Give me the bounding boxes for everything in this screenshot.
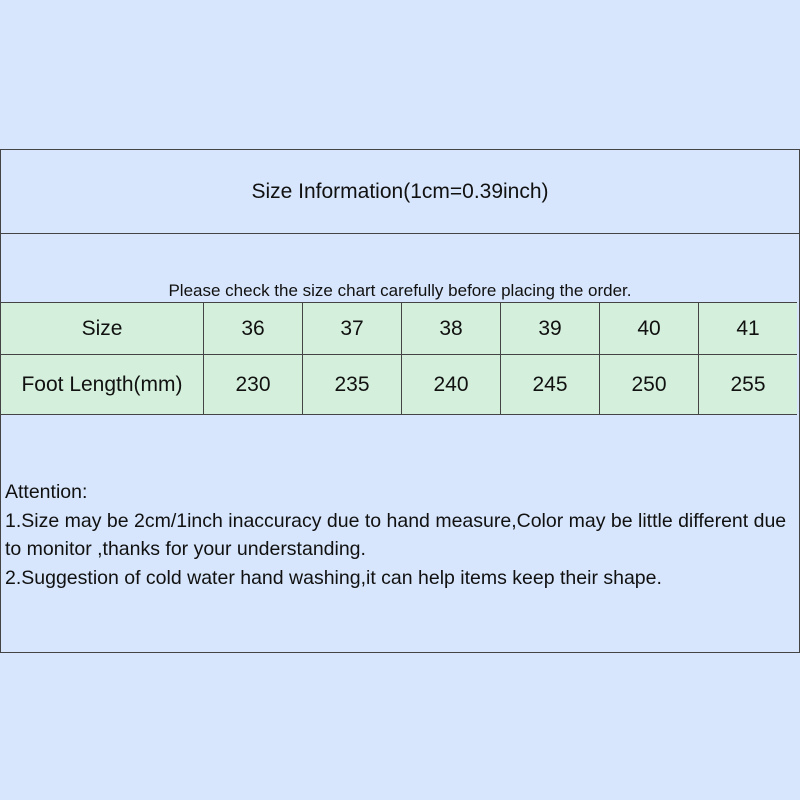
notes-heading: Attention: — [5, 481, 88, 503]
table-cell: 255 — [698, 354, 797, 415]
table-cell: 41 — [698, 302, 797, 355]
table-cell: 245 — [500, 354, 600, 415]
attention-notes: Attention: 1.Size may be 2cm/1inch inacc… — [5, 478, 799, 592]
table-cell: 240 — [401, 354, 501, 415]
table-cell: 250 — [599, 354, 699, 415]
notice-text: Please check the size chart carefully be… — [168, 281, 632, 300]
table-cell: 40 — [599, 302, 699, 355]
table-row-size: Size 36 37 38 39 40 41 — [1, 302, 797, 355]
row-label: Foot Length(mm) — [1, 354, 204, 415]
note-line: 1.Size may be 2cm/1inch inaccuracy due t… — [5, 509, 787, 561]
table-cell: 38 — [401, 302, 501, 355]
note-line: 2.Suggestion of cold water hand washing,… — [5, 566, 662, 589]
chart-title: Size Information(1cm=0.39inch) — [1, 150, 799, 234]
table-cell: 39 — [500, 302, 600, 355]
table-cell: 37 — [302, 302, 402, 355]
size-table: Size 36 37 38 39 40 41 Foot Length(mm) 2… — [1, 302, 797, 415]
size-chart: Size Information(1cm=0.39inch) Please ch… — [0, 149, 800, 653]
table-cell: 230 — [203, 354, 303, 415]
row-label: Size — [1, 302, 204, 355]
table-cell: 235 — [302, 354, 402, 415]
table-cell: 36 — [203, 302, 303, 355]
table-row-foot-length: Foot Length(mm) 230 235 240 245 250 255 — [1, 354, 797, 415]
